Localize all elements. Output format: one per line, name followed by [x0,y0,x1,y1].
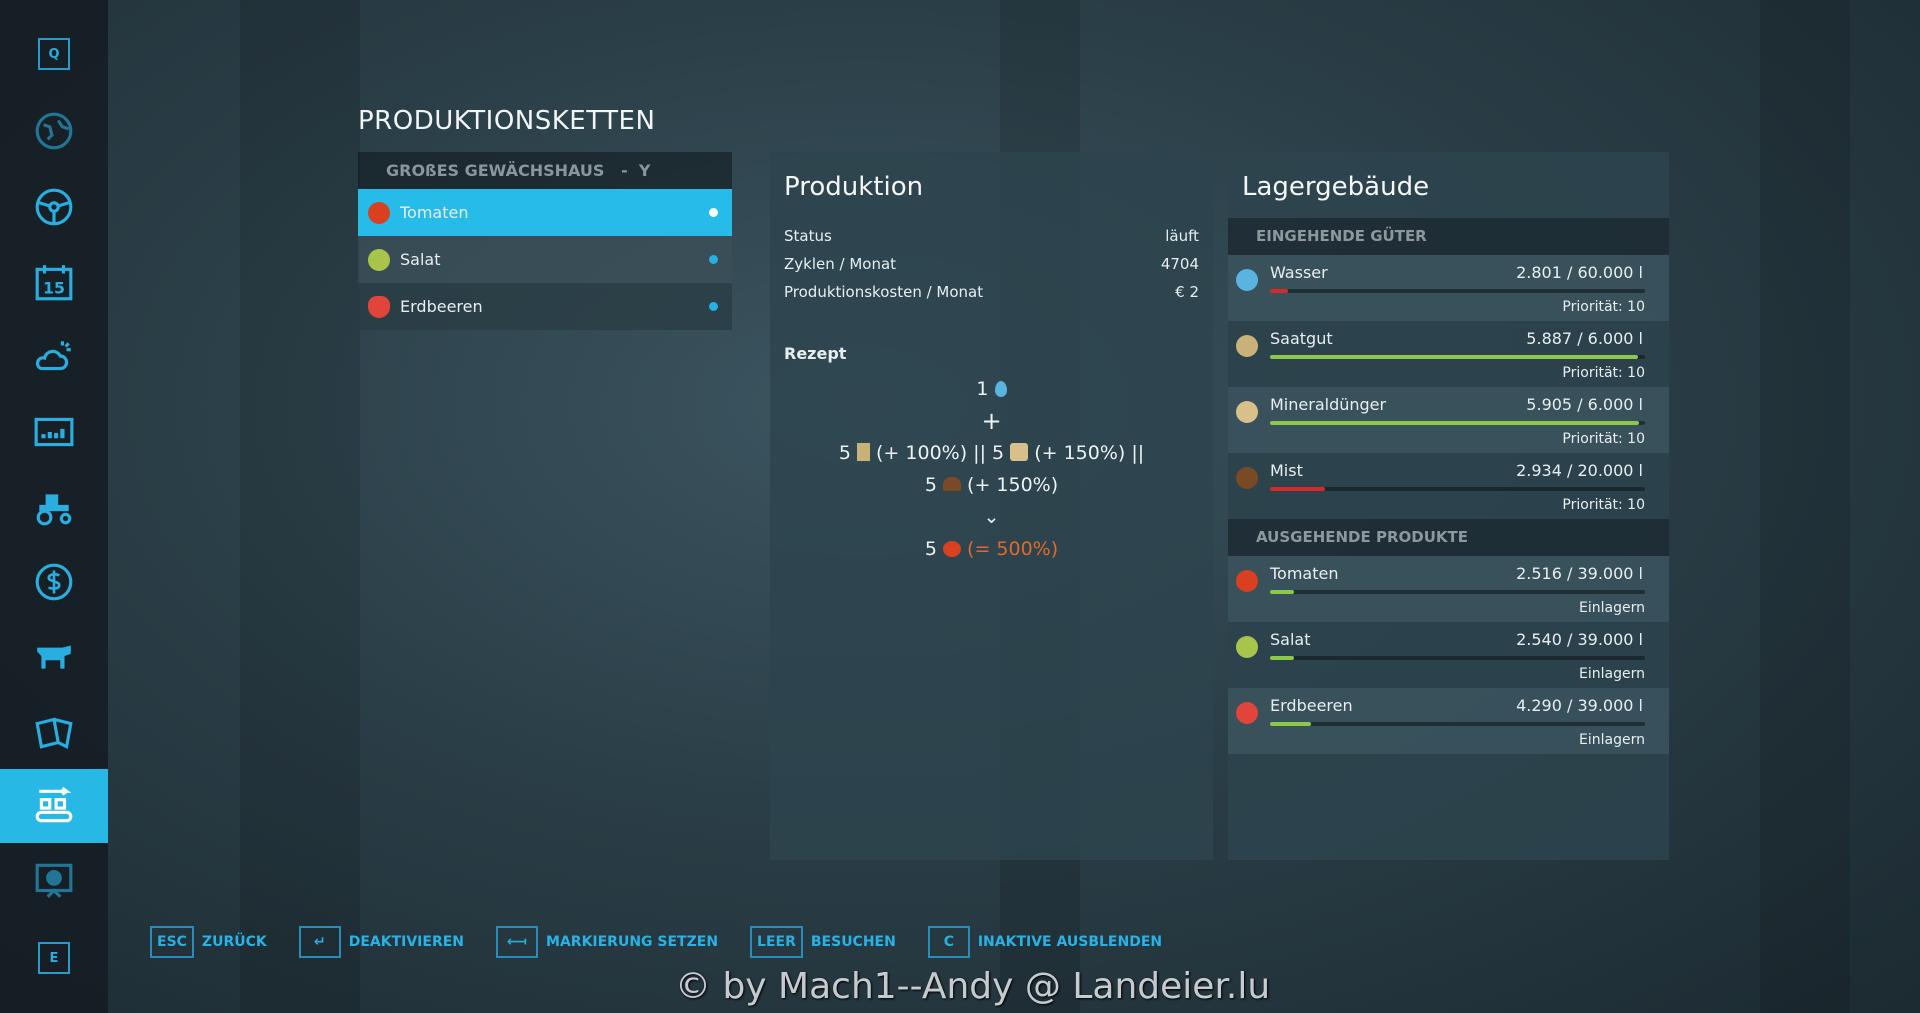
set-marker-button[interactable]: ⟻ MARKIERUNG SETZEN [496,926,718,958]
seeds-icon [1236,335,1258,357]
fertilizer-icon [1236,401,1258,423]
back-button[interactable]: ESC ZURÜCK [150,926,267,958]
sidebar-key-e[interactable]: E [0,928,108,988]
strawberry-icon [368,295,390,318]
production-icon [35,786,73,823]
production-panel: Produktion Status läuft Zyklen / Monat 470… [770,152,1213,860]
storage-row-erdbeeren[interactable]: Erdbeeren 4.290 / 39.000 l Einlagern [1228,688,1669,754]
sidebar-item-finance[interactable] [0,552,108,612]
storage-row-tomaten[interactable]: Tomaten 2.516 / 39.000 l Einlagern [1228,556,1669,622]
recipe-input-alternatives: 5 (+ 100%) || 5 (+ 150%) || [838,442,1145,464]
fill-level [1270,421,1639,425]
sidebar: Q 15 E [0,0,108,1013]
fill-level-bar [1270,421,1645,425]
cycles-row: Zyklen / Monat 4704 [784,255,1199,273]
fill-level [1270,289,1288,293]
active-indicator [709,208,718,217]
sidebar-item-map[interactable] [0,101,108,161]
sidebar-item-vehicles[interactable] [0,177,108,237]
recipe-title: Rezept [784,344,847,363]
storage-row-mist[interactable]: Mist 2.934 / 20.000 l Priorität: 10 [1228,453,1669,519]
page-title: PRODUKTIONSKETTEN [358,106,656,136]
recipe-plus: + [981,407,1002,435]
recipe-input-water: 1 [770,373,1213,405]
map-icon [35,112,73,150]
deactivate-button[interactable]: ↵ DEAKTIVIEREN [298,926,464,958]
help-icon [35,863,73,898]
lettuce-icon [1236,636,1258,658]
production-list: GROßES GEWÄCHSHAUS - Y Tomaten Salat Erd… [358,152,732,330]
fill-level [1270,722,1312,726]
hide-inactive-button[interactable]: C INAKTIVE AUSBLENDEN [927,926,1162,958]
fill-level-bar [1270,722,1645,726]
tractor-icon [36,494,72,526]
costs-row: Produktionskosten / Monat € 2 [784,283,1199,301]
storage-title: Lagergebäude [1242,172,1430,202]
recipe-output: 5 (= 500%) [924,538,1059,560]
visit-button[interactable]: LEER BESUCHEN [750,926,896,958]
sidebar-item-production[interactable] [0,769,108,843]
water-icon [994,381,1007,397]
list-header: GROßES GEWÄCHSHAUS - Y [358,152,732,189]
fill-level [1270,487,1326,491]
fill-level [1270,590,1295,594]
recipe-arrow: ⌄ [983,506,1000,528]
calendar-icon: 15 [35,265,73,301]
sidebar-item-animals[interactable] [0,626,108,686]
storage-row-wasser[interactable]: Wasser 2.801 / 60.000 l Priorität: 10 [1228,255,1669,321]
finance-icon [35,563,73,601]
sidebar-item-calendar[interactable]: 15 [0,253,108,313]
steering-wheel-icon [35,188,73,226]
active-indicator [709,255,718,264]
fill-level-bar [1270,355,1645,359]
fill-level [1270,355,1638,359]
fill-level-bar [1270,656,1645,660]
fill-level [1270,656,1295,660]
weather-icon [35,341,71,371]
fill-level-bar [1270,289,1645,293]
fill-level-bar [1270,487,1645,491]
storage-row-mineraldünger[interactable]: Mineraldünger 5.905 / 6.000 l Priorität:… [1228,387,1669,453]
list-item-salat[interactable]: Salat [358,236,732,283]
statistics-icon [34,417,74,447]
sidebar-item-tractor[interactable] [0,477,108,537]
incoming-header: EINGEHENDE GÜTER [1228,218,1669,255]
tomato-icon [942,541,961,557]
list-item-tomaten[interactable]: Tomaten [358,189,732,236]
sidebar-key-q[interactable]: Q [0,24,108,84]
outgoing-header: AUSGEHENDE PRODUKTE [1228,519,1669,556]
seeds-icon [856,443,870,461]
strawberry-icon [1236,702,1258,724]
watermark: © by Mach1--Andy @ Landeier.lu [675,966,1271,1007]
list-item-erdbeeren[interactable]: Erdbeeren [358,283,732,330]
manure-icon [942,477,961,491]
sidebar-item-contracts[interactable] [0,702,108,762]
animals-icon [37,645,71,669]
button-hints: ESC ZURÜCK ↵ DEAKTIVIEREN ⟻ MARKIERUNG SETZ… [150,926,1194,958]
recipe-input-manure: 5 (+ 150%) [924,474,1059,496]
sidebar-item-weather[interactable] [0,326,108,386]
storage-row-saatgut[interactable]: Saatgut 5.887 / 6.000 l Priorität: 10 [1228,321,1669,387]
storage-row-salat[interactable]: Salat 2.540 / 39.000 l Einlagern [1228,622,1669,688]
sidebar-item-statistics[interactable] [0,402,108,462]
fill-level-bar [1270,590,1645,594]
tomato-icon [1236,570,1258,592]
manure-icon [1236,467,1258,489]
storage-panel: Lagergebäude EINGEHENDE GÜTER Wasser 2.8… [1228,152,1669,860]
tomato-icon [368,201,390,224]
production-title: Produktion [784,172,924,202]
water-icon [1236,269,1258,291]
lettuce-icon [368,248,390,271]
fertilizer-icon [1010,443,1029,461]
active-indicator [709,302,718,311]
svg-text:15: 15 [43,279,65,298]
contracts-icon [35,717,73,750]
status-row: Status läuft [784,227,1199,245]
sidebar-item-help[interactable] [0,850,108,910]
